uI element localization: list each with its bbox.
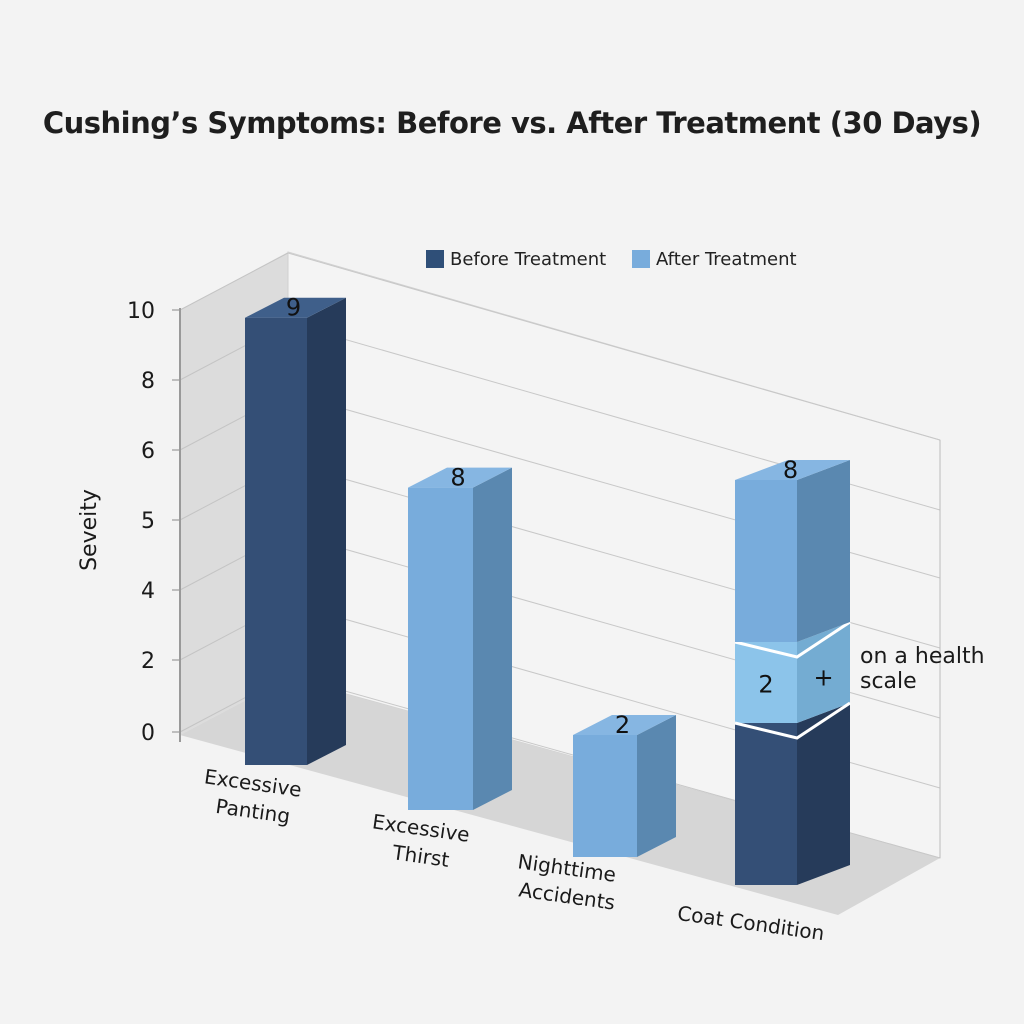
bar-front	[245, 317, 307, 765]
legend-swatch	[632, 250, 650, 268]
bar-side	[637, 715, 676, 857]
y-tick-label: 8	[141, 369, 155, 394]
bar-front	[735, 723, 797, 885]
legend-swatch	[426, 250, 444, 268]
segment-divider	[734, 701, 851, 740]
data-label: 8	[783, 456, 798, 484]
gridline	[287, 252, 941, 441]
y-tick-label: 5	[141, 509, 155, 534]
bar-front	[573, 735, 637, 857]
y-tick-label: 2	[141, 649, 155, 674]
chart-title: Cushing’s Symptoms: Before vs. After Tre…	[42, 106, 982, 140]
x-tick-label: Excessive	[371, 809, 471, 846]
y-axis-label: Seveity	[77, 489, 102, 571]
bar-top	[573, 715, 676, 735]
segment-divider	[734, 620, 851, 659]
bar-top	[735, 460, 850, 480]
gridline-side	[179, 252, 289, 311]
bar-front	[735, 480, 797, 642]
data-label: 8	[450, 464, 465, 492]
annotation-text: on a health	[860, 644, 985, 669]
annotation-plus: +	[813, 664, 833, 692]
y-tick-label: 4	[141, 579, 155, 604]
bar-top	[408, 467, 512, 488]
bar-side	[307, 297, 346, 765]
annotation-text: scale	[860, 669, 917, 694]
y-tick-label: 10	[127, 299, 155, 324]
x-tick-label: Panting	[214, 794, 291, 828]
data-label: 2	[758, 671, 773, 699]
y-tick-label: 0	[141, 721, 155, 746]
y-tick-label: 6	[141, 439, 155, 464]
bar-top	[245, 297, 346, 318]
bar-side	[797, 703, 850, 885]
x-tick-label: Coat Condition	[676, 901, 826, 945]
legend-label: After Treatment	[656, 249, 797, 270]
x-tick-label: Thirst	[390, 840, 451, 872]
data-label: 9	[286, 294, 301, 322]
bar-side	[797, 460, 850, 642]
bar-front	[408, 487, 473, 810]
legend-label: Before Treatment	[450, 249, 606, 270]
data-label: 2	[615, 711, 630, 739]
bar-side	[473, 467, 512, 810]
